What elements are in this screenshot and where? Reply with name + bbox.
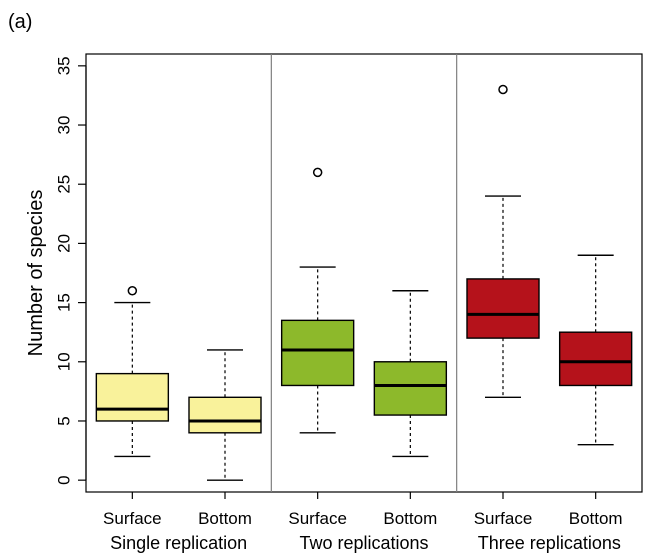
boxes <box>95 84 633 481</box>
box-iqr <box>188 396 262 434</box>
box-6 <box>558 254 633 446</box>
y-axis: 0 5 10 15 20 25 30 35 <box>55 56 87 485</box>
group-label: Two replications <box>299 533 428 553</box>
x-axis-labels: Surface Bottom Surface Bottom Surface Bottom S… <box>103 492 623 553</box>
x-tick-label: Surface <box>288 509 347 528</box>
box-2 <box>188 349 262 481</box>
outlier-point <box>498 84 508 95</box>
x-tick-label: Bottom <box>198 509 252 528</box>
box-iqr <box>373 361 448 416</box>
y-tick-label: 15 <box>55 293 74 312</box>
y-tick-label: 10 <box>55 352 74 371</box>
box-iqr <box>95 372 170 422</box>
plot-frame <box>85 53 643 493</box>
x-tick-label: Bottom <box>383 509 437 528</box>
box-4 <box>373 290 448 458</box>
x-tick-label: Surface <box>103 509 162 528</box>
y-tick-label: 25 <box>55 175 74 194</box>
x-tick-label: Surface <box>474 509 533 528</box>
y-tick-label: 0 <box>55 475 74 484</box>
y-tick-label: 5 <box>55 416 74 425</box>
box-3 <box>280 167 355 434</box>
box-1 <box>95 286 170 458</box>
y-tick-label: 20 <box>55 234 74 253</box>
box-5 <box>466 84 540 398</box>
group-label: Single replication <box>110 533 247 553</box>
panel-label: (a) <box>8 11 32 33</box>
x-tick-label: Bottom <box>569 509 623 528</box>
box-iqr <box>558 331 633 387</box>
outlier-point <box>127 286 138 296</box>
group-label: Three replications <box>478 533 621 553</box>
y-tick-label: 30 <box>55 116 74 135</box>
box-iqr <box>280 319 355 387</box>
y-tick-label: 35 <box>55 56 74 75</box>
box-iqr <box>466 278 540 339</box>
group-dividers <box>270 54 458 492</box>
outlier-point <box>312 167 323 178</box>
y-axis-label: Number of species <box>25 190 47 357</box>
